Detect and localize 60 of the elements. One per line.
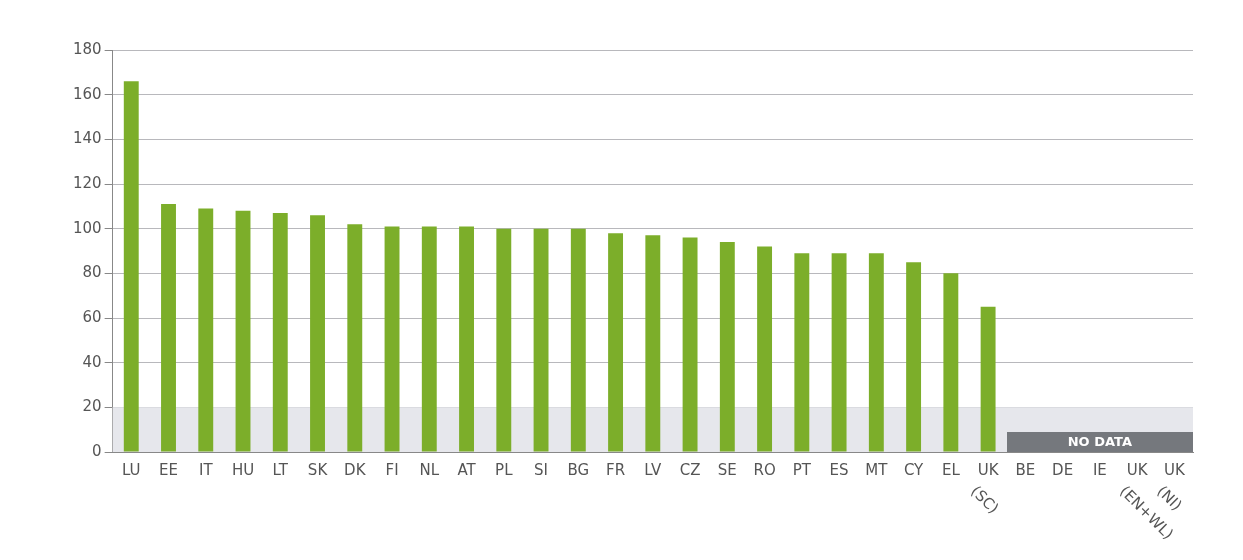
y-tick-label: 60 (82, 307, 102, 326)
bar (533, 228, 549, 452)
bar (123, 81, 139, 452)
x-tick-label: FI (385, 461, 399, 480)
x-tick-label: EL (941, 461, 961, 480)
bar (794, 253, 810, 452)
y-tick-label: 40 (82, 352, 102, 371)
y-tick-label: 100 (72, 218, 102, 237)
bar (868, 253, 884, 452)
x-tick-label: DK (344, 461, 367, 480)
x-tick-label: FR (606, 461, 626, 480)
x-tick-label: CZ (679, 461, 701, 480)
x-tick-label: ES (829, 461, 849, 480)
bar (682, 237, 698, 452)
x-tick-label: IE (1092, 461, 1107, 480)
x-tick-label: LV (644, 461, 663, 480)
bar (645, 235, 661, 452)
x-tick-label: LT (272, 461, 289, 480)
bar (235, 210, 251, 452)
x-tick-label: SI (534, 461, 549, 480)
x-tick-label: CY (903, 461, 925, 480)
bar (347, 224, 363, 452)
y-tick-label: 140 (72, 129, 102, 148)
y-tick-label: 180 (72, 39, 102, 58)
x-tick-label: EE (159, 461, 178, 480)
bar (384, 226, 400, 452)
bar (980, 306, 996, 452)
bar (608, 233, 624, 452)
bar (943, 273, 959, 452)
bar (161, 204, 176, 452)
bar (757, 246, 773, 452)
x-tick-label: HU (231, 461, 255, 480)
y-tick-label: 0 (92, 441, 102, 460)
bar (831, 253, 847, 452)
x-tick-label: DE (1052, 461, 1074, 480)
x-tick-label: NL (419, 461, 440, 480)
x-tick-label: SK (307, 461, 329, 480)
bar (496, 228, 512, 452)
x-tick-label: PL (495, 461, 514, 480)
x-tick-label: BE (1015, 461, 1036, 480)
y-tick-label: 160 (72, 84, 102, 103)
y-tick-label: 80 (82, 263, 102, 282)
bar (570, 228, 586, 452)
y-tick-label: 120 (72, 173, 102, 192)
bar (459, 226, 474, 452)
x-tick-label: BG (567, 461, 590, 480)
x-tick-label: PT (792, 461, 812, 480)
y-tick-label: 20 (82, 397, 102, 416)
bar (421, 226, 437, 452)
bar (906, 262, 922, 452)
x-tick-label: SE (717, 461, 737, 480)
bar (272, 213, 288, 452)
bar (310, 215, 325, 452)
x-tick-label: AT (457, 461, 477, 480)
x-tick-label: IT (198, 461, 214, 480)
bar (719, 242, 735, 452)
bar (198, 208, 214, 452)
x-tick-label: LU (121, 461, 141, 480)
x-tick-label: RO (753, 461, 776, 480)
x-tick-label: MT (865, 461, 889, 480)
